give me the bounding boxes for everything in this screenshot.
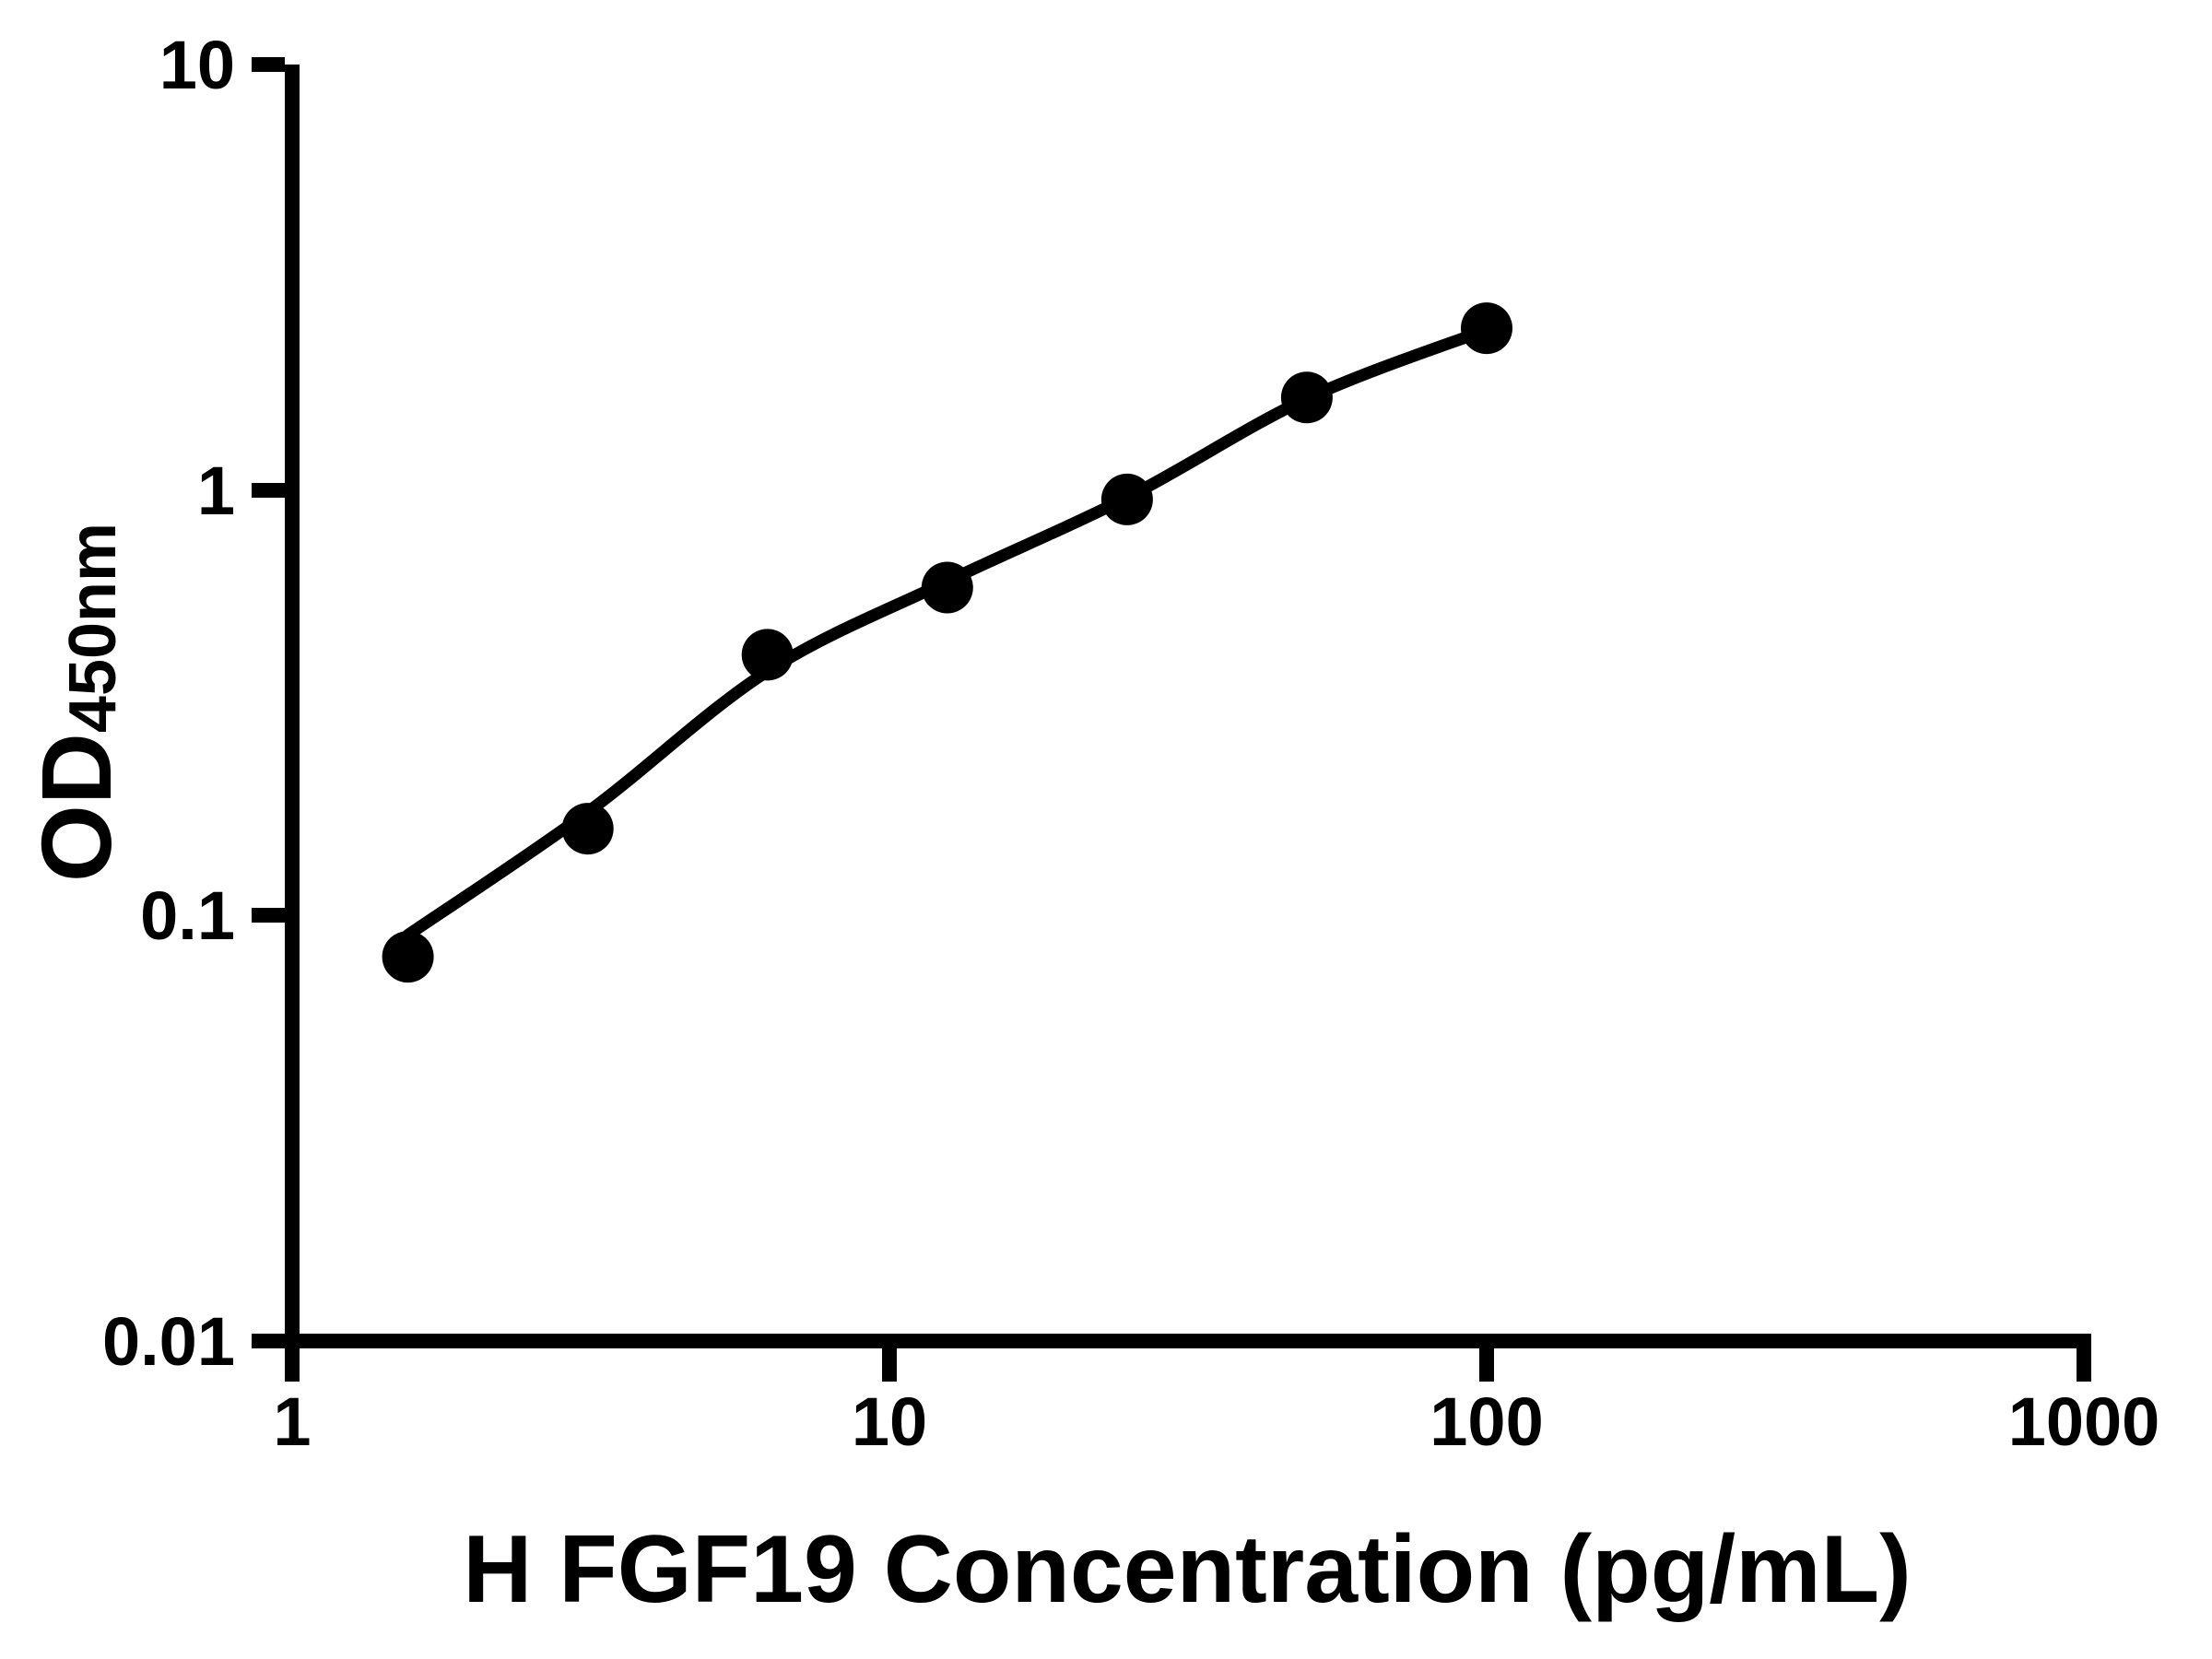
- data-point-5: [1280, 371, 1333, 424]
- x-tick-label-1000: 1000: [2008, 1383, 2160, 1460]
- data-point-1: [561, 803, 614, 855]
- axes: [285, 65, 2091, 1348]
- x-tick-label-1: 1: [273, 1383, 311, 1460]
- x-tick-labels: 1 10 100 1000: [273, 1383, 2159, 1460]
- y-tick-label-1: 1: [197, 453, 235, 529]
- x-tick-label-100: 100: [1430, 1383, 1543, 1460]
- x-tick-label-10: 10: [852, 1383, 927, 1460]
- x-ticks: [285, 1348, 2091, 1382]
- y-tick-label-10: 10: [159, 27, 235, 103]
- y-tick-labels: 10 1 0.1 0.01: [102, 27, 235, 1380]
- data-point-0: [382, 931, 434, 983]
- y-tick-label-0.1: 0.1: [140, 877, 235, 954]
- data-layer: [382, 302, 1512, 983]
- data-point-2: [741, 629, 794, 681]
- data-point-4: [1100, 473, 1153, 525]
- x-axis-title: H FGF19 Concentration (pg/mL): [463, 1516, 1912, 1623]
- data-point-6: [1461, 302, 1512, 355]
- y-tick-label-0.01: 0.01: [102, 1303, 235, 1380]
- y-ticks: [252, 57, 285, 1348]
- data-point-3: [921, 561, 973, 614]
